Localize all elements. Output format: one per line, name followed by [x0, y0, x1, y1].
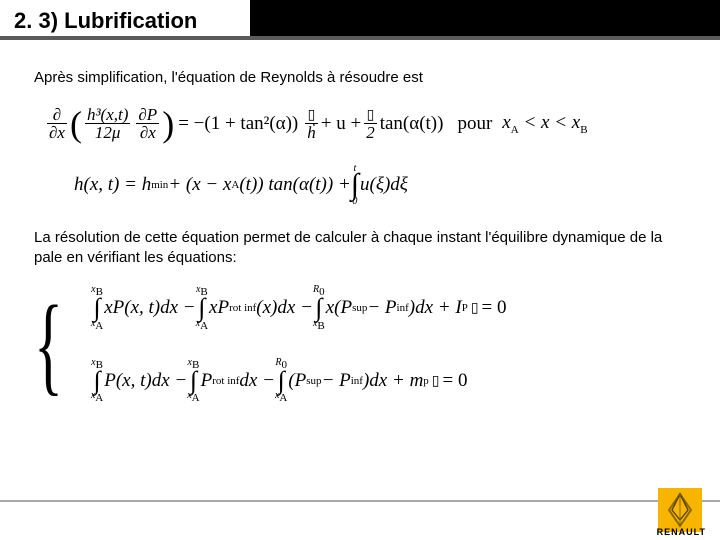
title-black-strip: [250, 0, 720, 36]
paragraph-intro: Après simplification, l'équation de Reyn…: [34, 68, 686, 88]
footer-divider: [0, 500, 720, 502]
system-brace: {: [34, 305, 63, 384]
title-underline: [0, 36, 720, 40]
system-row-1: xB∫xA xP(x, t)dx − xB∫xA xProt inf(x)dx …: [91, 285, 507, 332]
content-area: Après simplification, l'équation de Reyn…: [0, 48, 720, 404]
renault-logo-icon: [658, 488, 702, 532]
title-bar: 2. 3) Lubrification: [0, 0, 720, 48]
equation-system: { xB∫xA xP(x, t)dx − xB∫xA xProt inf(x)d…: [34, 285, 686, 404]
brand-label: RENAULT: [657, 527, 706, 537]
equation-h: h(x, t) = hmin + (x − xA (t)) tan(α(t)) …: [74, 164, 686, 206]
system-row-2: xB∫xA P(x, t)dx − xB∫xA Prot infdx − R0∫…: [91, 358, 507, 405]
paragraph-resolution: La résolution de cette équation permet d…: [34, 228, 686, 267]
equation-reynolds: ∂∂x ( h³(x,t)12μ ∂P∂x ) = −(1 + tan²(α))…: [44, 106, 686, 143]
footer: RENAULT: [0, 500, 720, 540]
slide-title: 2. 3) Lubrification: [14, 8, 197, 34]
